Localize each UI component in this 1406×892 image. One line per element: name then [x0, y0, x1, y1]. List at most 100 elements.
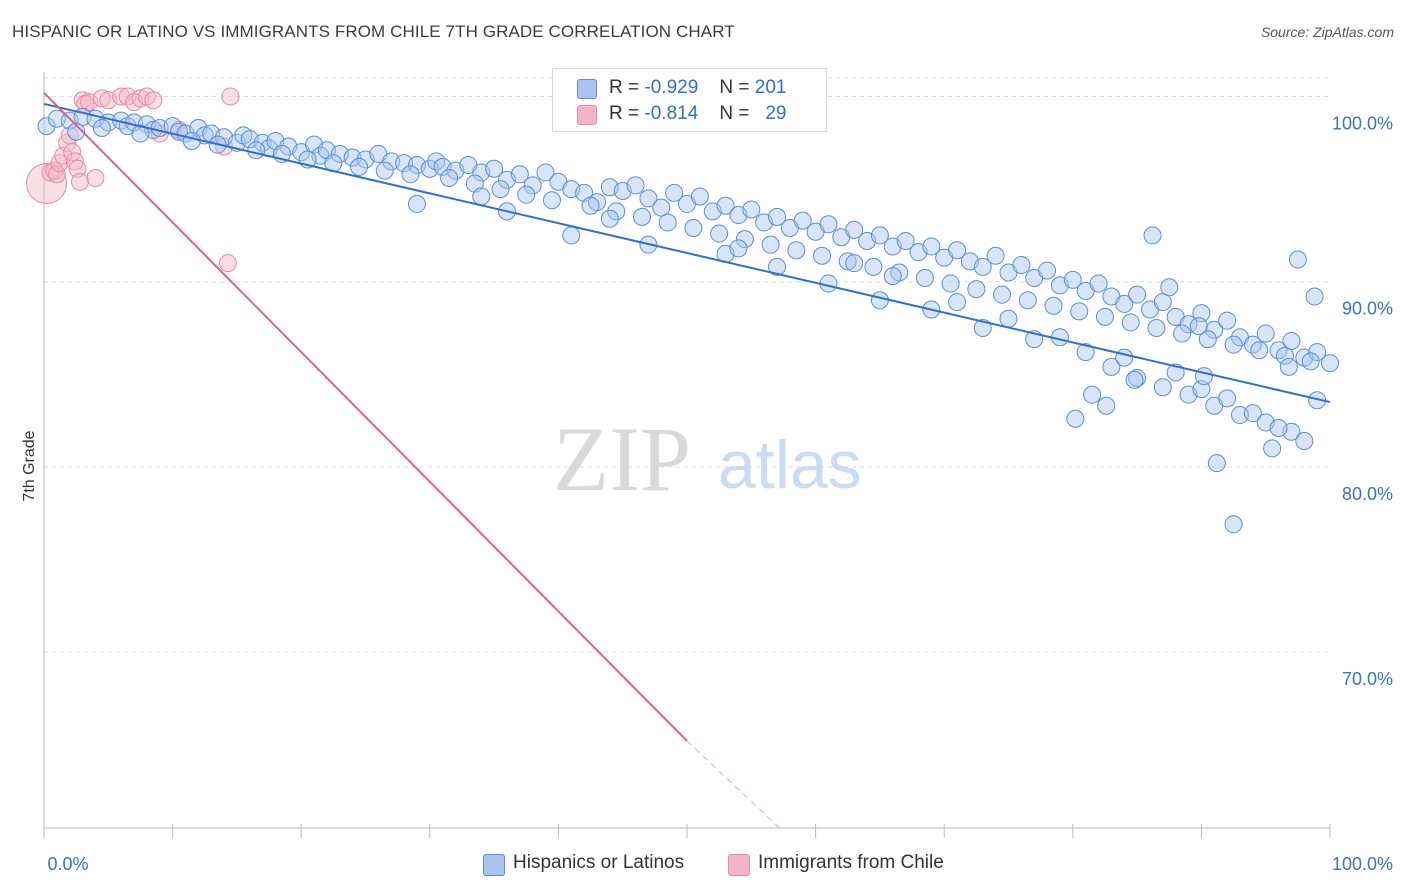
- hispanic-point: [350, 157, 369, 176]
- hispanic-point: [1301, 352, 1320, 371]
- x-tick-label: 100.0%: [1332, 854, 1393, 874]
- hispanic-point: [1250, 341, 1269, 360]
- hispanic-point: [1076, 343, 1095, 362]
- hispanic-point: [1218, 389, 1237, 408]
- hispanic-point: [729, 239, 748, 258]
- hispanic-point: [768, 257, 787, 276]
- hispanic-point: [1044, 296, 1063, 315]
- hispanic-point: [1218, 311, 1237, 330]
- x-tick-label: 0.0%: [47, 854, 88, 874]
- hispanic-point: [1321, 354, 1339, 373]
- hispanic-point: [1147, 319, 1166, 337]
- hispanic-point: [845, 220, 864, 239]
- hispanic-point: [1194, 367, 1213, 386]
- hispanic-point: [1083, 385, 1102, 404]
- hispanic-point: [813, 246, 832, 265]
- legend-n-value: 29: [765, 103, 787, 124]
- hispanic-point: [870, 291, 889, 310]
- series-legend: Hispanics or Latinos Immigrants from Chi…: [0, 852, 1406, 876]
- chile-point: [218, 254, 237, 273]
- chile-point: [71, 172, 90, 191]
- hispanic-point: [1279, 357, 1298, 376]
- hispanic-point: [864, 257, 883, 276]
- chile-point: [144, 91, 163, 110]
- hispanic-point: [472, 187, 491, 206]
- hispanic-point: [632, 207, 651, 226]
- hispanic-point: [1121, 313, 1140, 332]
- hispanic-point: [658, 213, 677, 232]
- hispanic-point: [941, 274, 960, 293]
- hispanic-point: [1173, 324, 1192, 343]
- legend-r-value: -0.814: [644, 103, 699, 124]
- hispanic-point: [948, 241, 967, 260]
- hispanic-point: [1097, 396, 1116, 415]
- chile-trend-extension: [686, 740, 780, 829]
- chile-point: [86, 169, 105, 187]
- hispanic-point: [440, 169, 459, 187]
- hispanic-point: [1018, 291, 1037, 310]
- hispanic-point: [523, 176, 542, 195]
- hispanic-point: [401, 165, 420, 184]
- tick-labels: 70.0% 80.0% 90.0% 100.0% 0.0% 100.0%: [47, 114, 1393, 874]
- chile-point: [221, 87, 240, 106]
- legend-swatch-blue: [577, 79, 597, 99]
- hispanic-point: [922, 237, 941, 256]
- legend-swatch-pink: [577, 105, 597, 125]
- hispanic-point: [1275, 346, 1294, 365]
- hispanic-point: [1207, 454, 1226, 473]
- hispanic-point: [838, 252, 857, 271]
- hispanic-point: [1066, 409, 1085, 428]
- legend-r-value: -0.929: [644, 77, 699, 98]
- hispanic-point: [562, 226, 581, 245]
- hispanic-point: [247, 141, 266, 160]
- hispanic-point: [986, 246, 1005, 265]
- hispanic-point: [768, 207, 787, 226]
- hispanic-point: [1295, 431, 1314, 450]
- hispanic-point: [710, 224, 729, 243]
- hispanic-point: [639, 189, 658, 208]
- hispanic-point: [1263, 439, 1282, 458]
- y-tick-label: 100.0%: [1332, 114, 1393, 134]
- hispanic-point: [716, 196, 735, 215]
- hispanic-point: [1070, 302, 1089, 321]
- chile-point: [26, 163, 68, 205]
- legend-r-label: R =: [609, 77, 640, 98]
- y-tick-label: 70.0%: [1342, 669, 1393, 689]
- hispanic-point: [1012, 256, 1031, 275]
- hispanic-point: [1205, 320, 1224, 339]
- hispanic-point: [690, 187, 709, 206]
- y-tick-label: 90.0%: [1342, 299, 1393, 319]
- hispanic-point: [536, 163, 555, 182]
- hispanic-point: [131, 124, 150, 143]
- hispanic-point: [491, 180, 510, 199]
- hispanic-point: [1305, 287, 1324, 306]
- chile-trend-line: [43, 92, 688, 742]
- legend-n-value: 201: [754, 77, 787, 98]
- legend-n-label: N =: [719, 103, 750, 124]
- hispanic-point: [1115, 348, 1134, 367]
- hispanic-point: [896, 231, 915, 250]
- hispanic-point: [517, 185, 536, 204]
- hispanic-point: [973, 319, 992, 337]
- watermark-zip: ZIP: [553, 408, 691, 510]
- trend-lines: [43, 92, 1331, 829]
- hispanic-point: [1308, 343, 1327, 362]
- hispanic-point: [1128, 369, 1147, 387]
- hispanic-point: [1224, 515, 1243, 534]
- source-label: Source: ZipAtlas.com: [1260, 24, 1394, 40]
- hispanic-point: [37, 117, 56, 136]
- chile-points: [26, 87, 240, 273]
- hispanic-point: [915, 269, 934, 287]
- hispanic-point: [819, 215, 838, 234]
- hispanic-point: [375, 161, 394, 180]
- hispanic-point: [607, 202, 626, 221]
- hispanic-point: [967, 280, 986, 299]
- hispanic-trend-line: [43, 102, 1331, 404]
- hispanic-point: [793, 211, 812, 230]
- hispanic-point: [883, 267, 902, 286]
- hispanic-point: [1153, 378, 1172, 397]
- stats-legend: R = -0.929 N = 201 R = -0.814 N = 29: [552, 68, 827, 132]
- hispanic-point: [1128, 285, 1147, 304]
- hispanic-point: [973, 257, 992, 276]
